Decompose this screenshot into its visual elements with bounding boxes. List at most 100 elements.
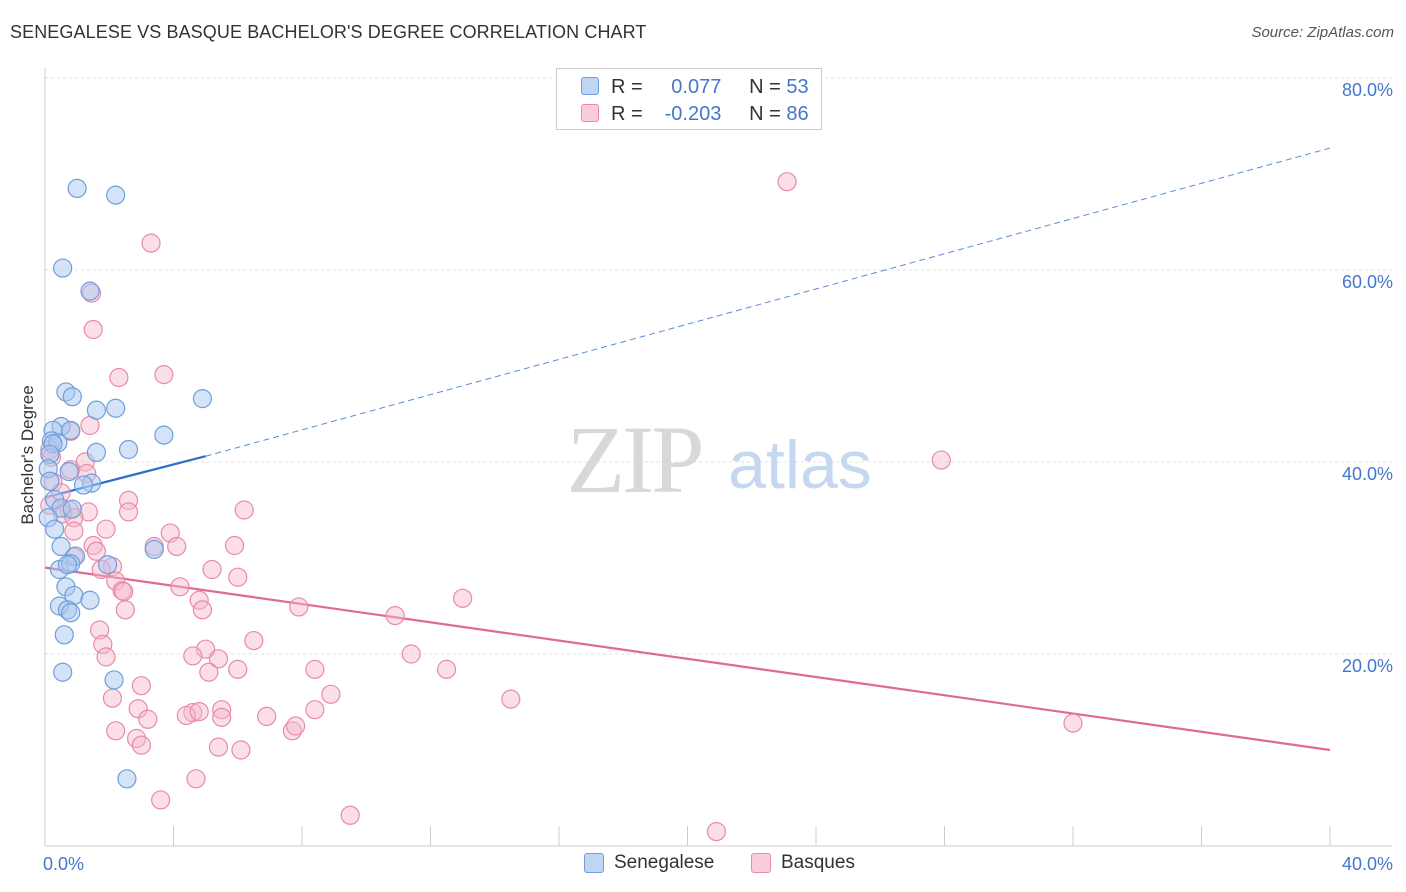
basques-point (109, 367, 129, 388)
basques-point (96, 519, 116, 539)
basques-point (453, 588, 473, 608)
senegalese-point (73, 475, 94, 495)
basques-point (212, 707, 232, 727)
legend-n-value: 53 (786, 76, 809, 98)
basques-point (154, 365, 174, 385)
bottom-swatch-basques (751, 853, 771, 873)
senegalese-point (154, 425, 174, 445)
x-tick-label: 0.0% (43, 854, 84, 874)
basques-point (192, 600, 213, 620)
basques-point (285, 716, 306, 736)
senegalese-point (40, 471, 60, 491)
basques-point (931, 450, 951, 470)
basques-point (228, 567, 248, 587)
senegalese-point (104, 670, 124, 690)
basques-point (340, 805, 360, 825)
senegalese-point (62, 499, 82, 519)
basques-point (385, 605, 405, 626)
basques-point (106, 721, 126, 741)
x-tick-label: 40.0% (1342, 854, 1393, 874)
watermark-atlas: atlas (728, 427, 872, 503)
senegalese-point (106, 185, 126, 205)
legend-n-value: 86 (786, 103, 809, 125)
basques-point (90, 620, 110, 640)
basques-point (96, 647, 116, 667)
senegalese-point (98, 555, 118, 575)
basques-point (234, 500, 254, 520)
basques-point (401, 644, 421, 664)
legend-r-value: 0.077 (671, 76, 722, 98)
basques-point (83, 319, 103, 340)
legend-r-value: -0.203 (664, 103, 722, 125)
basques-point (321, 684, 341, 704)
senegalese-point (53, 258, 73, 278)
basques-point (244, 630, 264, 651)
basques-point (138, 709, 158, 729)
basques-point (257, 706, 277, 727)
basques-point (64, 521, 84, 541)
legend-n-label: N = (749, 103, 781, 125)
basques-point (777, 172, 797, 192)
basques-trend-line (44, 566, 1331, 752)
basques-point (151, 790, 171, 810)
senegalese-point (67, 178, 87, 198)
basques-point (118, 502, 139, 522)
senegalese-point (51, 536, 71, 557)
legend-swatch-basques (581, 104, 599, 122)
legend-n-label: N = (749, 76, 781, 98)
chart-title: SENEGALESE VS BASQUE BACHELOR'S DEGREE C… (10, 22, 647, 42)
basques-point (189, 701, 209, 722)
trend-lines (44, 147, 1331, 752)
senegalese-point (80, 281, 100, 301)
basques-point (176, 705, 196, 726)
basques-point (131, 735, 151, 755)
senegalese-point (117, 769, 137, 789)
basques-point (436, 659, 457, 679)
basques-point (106, 571, 126, 591)
y-tick-label: 20.0% (1342, 656, 1393, 676)
tick-labels: 20.0% 40.0% 60.0% 80.0% 0.0% 40.0% (43, 80, 1393, 874)
basques-point (102, 688, 123, 708)
senegalese-point (54, 625, 74, 645)
senegalese-point (62, 387, 82, 407)
senegalese-point (53, 662, 73, 682)
senegalese-trend-line (44, 455, 206, 499)
basques-point (501, 689, 521, 709)
watermark: ZIP atlas (567, 406, 872, 513)
basques-point (114, 581, 134, 602)
correlation-legend: R = 0.077 N = 53 R = -0.203 N = 86 (556, 68, 822, 130)
basques-point (86, 541, 107, 561)
basques-point (212, 700, 232, 720)
senegalese-point (192, 389, 213, 409)
senegalese-point (61, 603, 81, 623)
basques-point (186, 769, 206, 789)
senegalese-point (45, 519, 65, 539)
senegalese-point (144, 539, 164, 559)
basques-point (1063, 713, 1083, 733)
basques-point (208, 737, 229, 757)
senegalese-point (57, 555, 78, 575)
bottom-swatch-senegalese (584, 853, 604, 873)
basques-point (115, 600, 135, 620)
basques-point (289, 597, 309, 617)
basques-point (131, 676, 151, 696)
watermark-zip: ZIP (567, 406, 702, 513)
basques-point (118, 490, 139, 510)
bottom-legend-label: Basques (781, 852, 855, 873)
y-tick-label: 40.0% (1342, 464, 1393, 484)
data-points (38, 172, 1083, 842)
senegalese-point (86, 442, 107, 462)
legend-r-label: R = (611, 76, 643, 98)
basques-point (706, 821, 727, 842)
basques-point (170, 577, 190, 597)
y-tick-label: 60.0% (1342, 272, 1393, 292)
basques-point (231, 740, 251, 760)
basques-point (224, 535, 245, 556)
basques-point (228, 659, 248, 679)
basques-point (112, 581, 132, 601)
basques-point (199, 662, 219, 682)
senegalese-point (80, 590, 100, 610)
basques-point (183, 646, 203, 666)
grid-lines (45, 77, 1392, 655)
